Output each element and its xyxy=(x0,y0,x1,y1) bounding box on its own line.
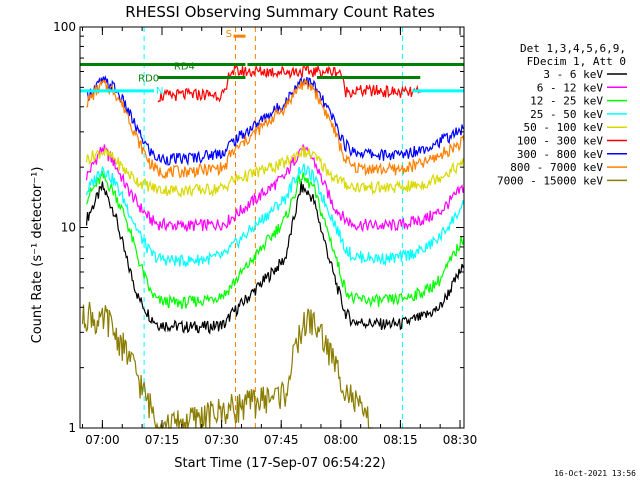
flag-label: RD4 xyxy=(174,62,195,73)
flag-label: RD0 xyxy=(138,73,159,84)
x-tick-label: 07:15 xyxy=(145,433,180,447)
chart-title: RHESSI Observing Summary Count Rates xyxy=(125,3,435,21)
date-stamp: 16-Oct-2021 13:56 xyxy=(554,469,636,478)
series-line xyxy=(85,144,465,233)
series-line xyxy=(85,145,465,199)
x-axis-label: Start Time (17-Sep-07 06:54:22) xyxy=(174,456,385,471)
series-line xyxy=(85,163,465,267)
y-tick-label: 100 xyxy=(53,20,76,34)
series-line xyxy=(85,180,465,335)
plot-frame xyxy=(79,26,465,429)
series-line xyxy=(157,64,421,103)
y-tick-label: 1 xyxy=(68,421,76,435)
legend-entry-label: 300 - 800 keV xyxy=(517,148,603,161)
legend-entry-label: 50 - 100 keV xyxy=(524,121,604,134)
legend: Det 1,3,4,5,6,9,FDecim 1, Att 03 - 6 keV… xyxy=(497,42,627,187)
series-line xyxy=(86,79,465,180)
series-line xyxy=(85,170,465,310)
x-tick-label: 08:30 xyxy=(443,433,478,447)
series-line xyxy=(81,301,373,429)
legend-header: Det 1,3,4,5,6,9, xyxy=(520,42,626,55)
legend-entry-label: 12 - 25 keV xyxy=(530,95,603,108)
plot-layer: N RD0 RD4 S 1 10 100 07:00 07:15 07:30 07:45 08:00 0… xyxy=(53,20,477,447)
flag-label: S xyxy=(226,29,232,40)
x-tick-label: 07:45 xyxy=(264,433,299,447)
legend-entry-label: 100 - 300 keV xyxy=(517,135,603,148)
x-tick-label: 08:00 xyxy=(324,433,359,447)
x-tick-label: 07:30 xyxy=(204,433,239,447)
legend-header: FDecim 1, Att 0 xyxy=(527,55,626,68)
x-tick-label: 08:15 xyxy=(383,433,418,447)
legend-entry-label: 800 - 7000 keV xyxy=(510,161,603,174)
legend-entry-label: 7000 - 15000 keV xyxy=(497,174,603,187)
y-axis-label: Count Rate (s⁻¹ detector⁻¹) xyxy=(30,167,45,344)
legend-entry-label: 6 - 12 keV xyxy=(537,81,604,94)
x-tick-label: 07:00 xyxy=(85,433,120,447)
y-tick-label: 10 xyxy=(61,221,76,235)
legend-entry-label: 3 - 6 keV xyxy=(543,68,603,81)
legend-entry-label: 25 - 50 keV xyxy=(530,108,603,121)
flag-label: N xyxy=(156,86,163,97)
